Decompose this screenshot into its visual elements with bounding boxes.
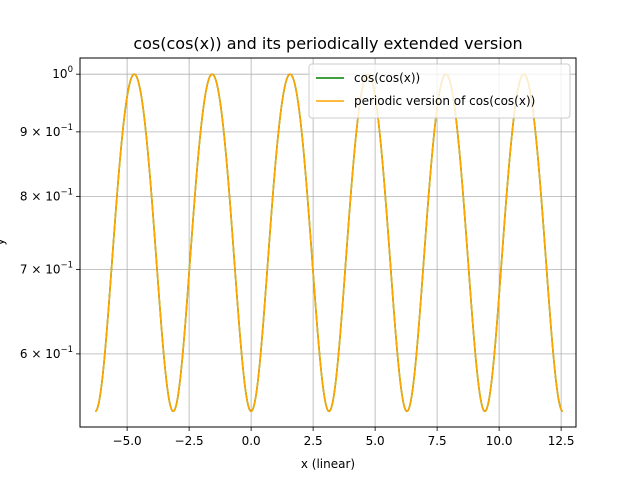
y-tick-base: 9 × 10 bbox=[20, 125, 61, 139]
y-tick-base: 7 × 10 bbox=[20, 262, 61, 276]
y-axis-label: y bbox=[0, 238, 7, 245]
y-tick-label: 6 × 10−1 bbox=[20, 345, 73, 361]
legend-label-1: periodic version of cos(cos(x)) bbox=[354, 94, 535, 108]
x-tick-label: 5.0 bbox=[366, 434, 385, 448]
y-tick-exponent: −1 bbox=[60, 260, 73, 270]
y-tick-label: 9 × 10−1 bbox=[20, 123, 73, 139]
series-group bbox=[94, 73, 564, 413]
legend-box bbox=[308, 63, 571, 119]
x-tick-label: −5.0 bbox=[113, 434, 142, 448]
y-tick-label: 7 × 10−1 bbox=[20, 260, 73, 276]
y-tick-base: 8 × 10 bbox=[20, 189, 61, 203]
y-tick-label: 8 × 10−1 bbox=[20, 187, 73, 203]
x-tick-label: −2.5 bbox=[175, 434, 204, 448]
series-line-1 bbox=[94, 73, 564, 413]
x-axis-label: x (linear) bbox=[301, 457, 355, 471]
legend-label-0: cos(cos(x)) bbox=[354, 71, 420, 85]
x-tick-label: 0.0 bbox=[242, 434, 261, 448]
x-ticks: −5.0 −2.5 0.0 2.5 5.0 7.5 10.0 12.5 bbox=[113, 427, 575, 448]
x-tick-label: 10.0 bbox=[486, 434, 513, 448]
y-tick-label: 100 bbox=[52, 65, 73, 81]
x-tick-label: 7.5 bbox=[428, 434, 447, 448]
x-tick-label: 2.5 bbox=[304, 434, 323, 448]
y-tick-exponent: −1 bbox=[60, 123, 73, 133]
y-tick-exponent: −1 bbox=[60, 187, 73, 197]
y-tick-exponent: −1 bbox=[60, 345, 73, 355]
y-tick-base: 10 bbox=[52, 67, 67, 81]
y-tick-base: 6 × 10 bbox=[20, 347, 61, 361]
plot-frame bbox=[79, 57, 577, 428]
legend: cos(cos(x)) periodic version of cos(cos(… bbox=[308, 63, 571, 119]
chart-title: cos(cos(x)) and its periodically extende… bbox=[133, 34, 522, 53]
grid bbox=[80, 58, 576, 427]
y-tick-exponent: 0 bbox=[68, 65, 73, 75]
x-tick-label: 12.5 bbox=[548, 434, 575, 448]
